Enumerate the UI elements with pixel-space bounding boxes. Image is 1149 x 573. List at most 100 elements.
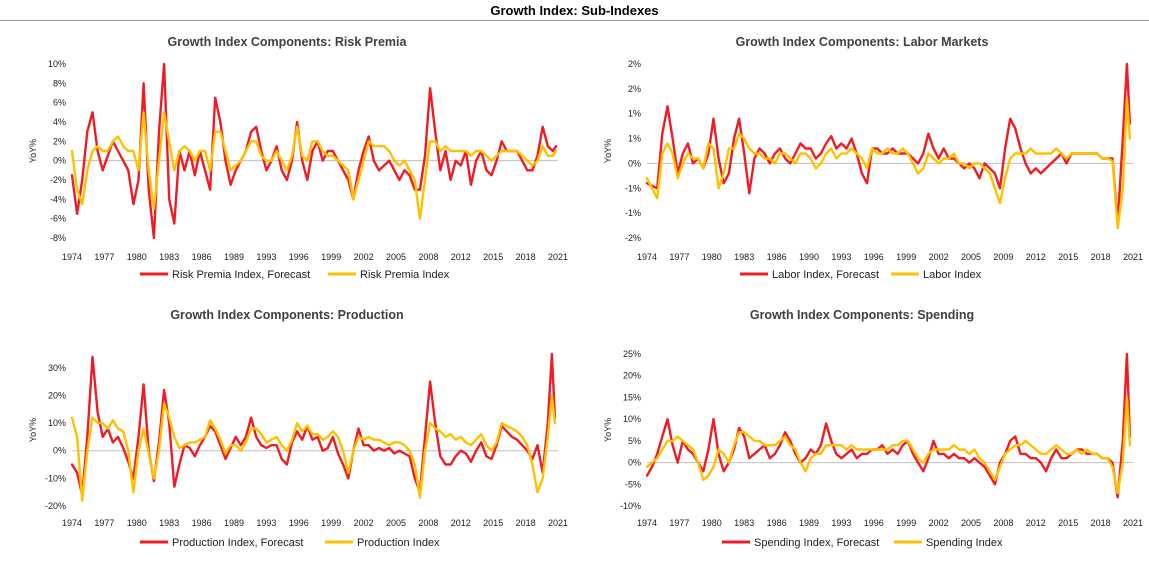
y-tick-label: 2% (628, 84, 641, 94)
series-line-index (645, 396, 1132, 495)
x-tick-label: 1986 (192, 518, 212, 528)
x-tick-label: 1986 (767, 252, 787, 262)
x-tick-label: 2015 (1058, 518, 1078, 528)
series-line-index (645, 97, 1132, 230)
y-tick-label: 0% (53, 156, 66, 166)
x-tick-label: 2005 (386, 518, 406, 528)
x-tick-label: 1977 (669, 518, 689, 528)
x-tick-label: 2012 (451, 252, 471, 262)
x-tick-label: 1996 (289, 518, 309, 528)
x-tick-label: 1980 (702, 518, 722, 528)
chart-title: Growth Index Components: Risk Premia (168, 35, 408, 49)
x-tick-label: 2005 (961, 252, 981, 262)
x-tick-label: 2015 (483, 518, 503, 528)
legend-label-forecast: Risk Premia Index, Forecast (172, 269, 310, 281)
chart-spending: Growth Index Components: Spending YoY% 25%… (603, 308, 1143, 549)
chart-panel-risk-premia: Growth Index Components: Risk Premia YoY%… (0, 24, 574, 294)
x-tick-label: 2015 (1058, 252, 1078, 262)
x-tick-label: 2018 (516, 252, 536, 262)
x-tick-label: 2002 (354, 518, 374, 528)
x-tick-label: 1996 (864, 518, 884, 528)
x-tick-label: 2008 (418, 252, 438, 262)
x-tick-label: 1974 (62, 518, 82, 528)
chart-title: Growth Index Components: Labor Markets (736, 35, 989, 49)
x-tick-label: 2021 (548, 518, 568, 528)
x-tick-label: 2015 (483, 252, 503, 262)
y-tick-label: -1% (625, 183, 641, 193)
y-axis-label: YoY% (28, 139, 38, 163)
x-tick-label: 2021 (1123, 252, 1143, 262)
x-tick-label: 2021 (1123, 518, 1143, 528)
y-tick-label: -4% (50, 194, 66, 204)
x-tick-label: 1977 (94, 518, 114, 528)
y-tick-label: 8% (53, 78, 66, 88)
chart-labor-markets: Growth Index Components: Labor Markets Yo… (603, 35, 1143, 281)
y-tick-label: -2% (625, 233, 641, 243)
y-tick-label: 25% (623, 349, 641, 359)
x-tick-label: 2002 (929, 518, 949, 528)
x-tick-label: 1974 (62, 252, 82, 262)
y-tick-label: 0% (53, 446, 66, 456)
y-axis-label: YoY% (603, 418, 613, 442)
y-axis-label: YoY% (28, 418, 38, 442)
x-tick-label: 2021 (548, 252, 568, 262)
y-tick-label: 20% (48, 390, 66, 400)
title-divider (0, 20, 1149, 21)
y-axis-label: YoY% (603, 139, 613, 163)
chart-panel-labor-markets: Growth Index Components: Labor Markets Yo… (575, 24, 1149, 294)
x-tick-label: 2008 (993, 518, 1013, 528)
x-tick-label: 1999 (321, 518, 341, 528)
series-line-index (70, 394, 557, 502)
y-tick-label: -8% (50, 233, 66, 243)
x-tick-label: 1980 (702, 252, 722, 262)
x-tick-label: 1986 (192, 252, 212, 262)
y-tick-label: -6% (50, 214, 66, 224)
x-tick-label: 1989 (799, 518, 819, 528)
x-tick-label: 2018 (1091, 518, 1111, 528)
y-tick-label: 4% (53, 117, 66, 127)
chart-title: Growth Index Components: Spending (750, 308, 974, 322)
x-tick-label: 2002 (929, 252, 949, 262)
series-line-forecast (70, 352, 557, 497)
series-line-forecast (70, 62, 558, 240)
x-tick-label: 2002 (354, 252, 374, 262)
series-line-forecast (645, 352, 1132, 499)
y-tick-label: -20% (45, 501, 66, 511)
x-tick-label: 1989 (224, 518, 244, 528)
y-tick-label: 2% (628, 59, 641, 69)
x-tick-label: 1990 (799, 252, 819, 262)
legend-label-index: Spending Index (926, 537, 1003, 549)
x-tick-label: 1996 (289, 252, 309, 262)
y-tick-label: -5% (625, 479, 641, 489)
y-tick-label: 6% (53, 98, 66, 108)
y-tick-label: 0% (628, 458, 641, 468)
y-tick-label: 10% (623, 414, 641, 424)
series-line-index (70, 111, 558, 220)
chart-title: Growth Index Components: Production (170, 308, 403, 322)
x-tick-label: 2012 (1026, 518, 1046, 528)
y-tick-label: -1% (625, 208, 641, 218)
x-tick-label: 1989 (224, 252, 244, 262)
y-tick-label: 10% (48, 59, 66, 69)
x-tick-label: 1983 (734, 252, 754, 262)
x-tick-label: 1993 (256, 518, 276, 528)
x-tick-label: 1980 (127, 252, 147, 262)
legend-label-index: Labor Index (923, 269, 982, 281)
x-tick-label: 2008 (418, 518, 438, 528)
y-tick-label: -10% (45, 473, 66, 483)
x-tick-label: 1983 (734, 518, 754, 528)
y-tick-label: 10% (48, 418, 66, 428)
x-tick-label: 2012 (451, 518, 471, 528)
y-tick-label: 2% (53, 136, 66, 146)
x-tick-label: 1974 (637, 518, 657, 528)
x-tick-label: 2018 (516, 518, 536, 528)
y-tick-label: 1% (628, 134, 641, 144)
x-tick-label: 2005 (386, 252, 406, 262)
x-tick-label: 1977 (669, 252, 689, 262)
x-tick-label: 2012 (1026, 252, 1046, 262)
x-tick-label: 1999 (896, 518, 916, 528)
x-tick-label: 1993 (831, 518, 851, 528)
x-tick-label: 1996 (864, 252, 884, 262)
chart-production: Growth Index Components: Production YoY% 3… (28, 308, 568, 549)
y-tick-label: 1% (628, 109, 641, 119)
